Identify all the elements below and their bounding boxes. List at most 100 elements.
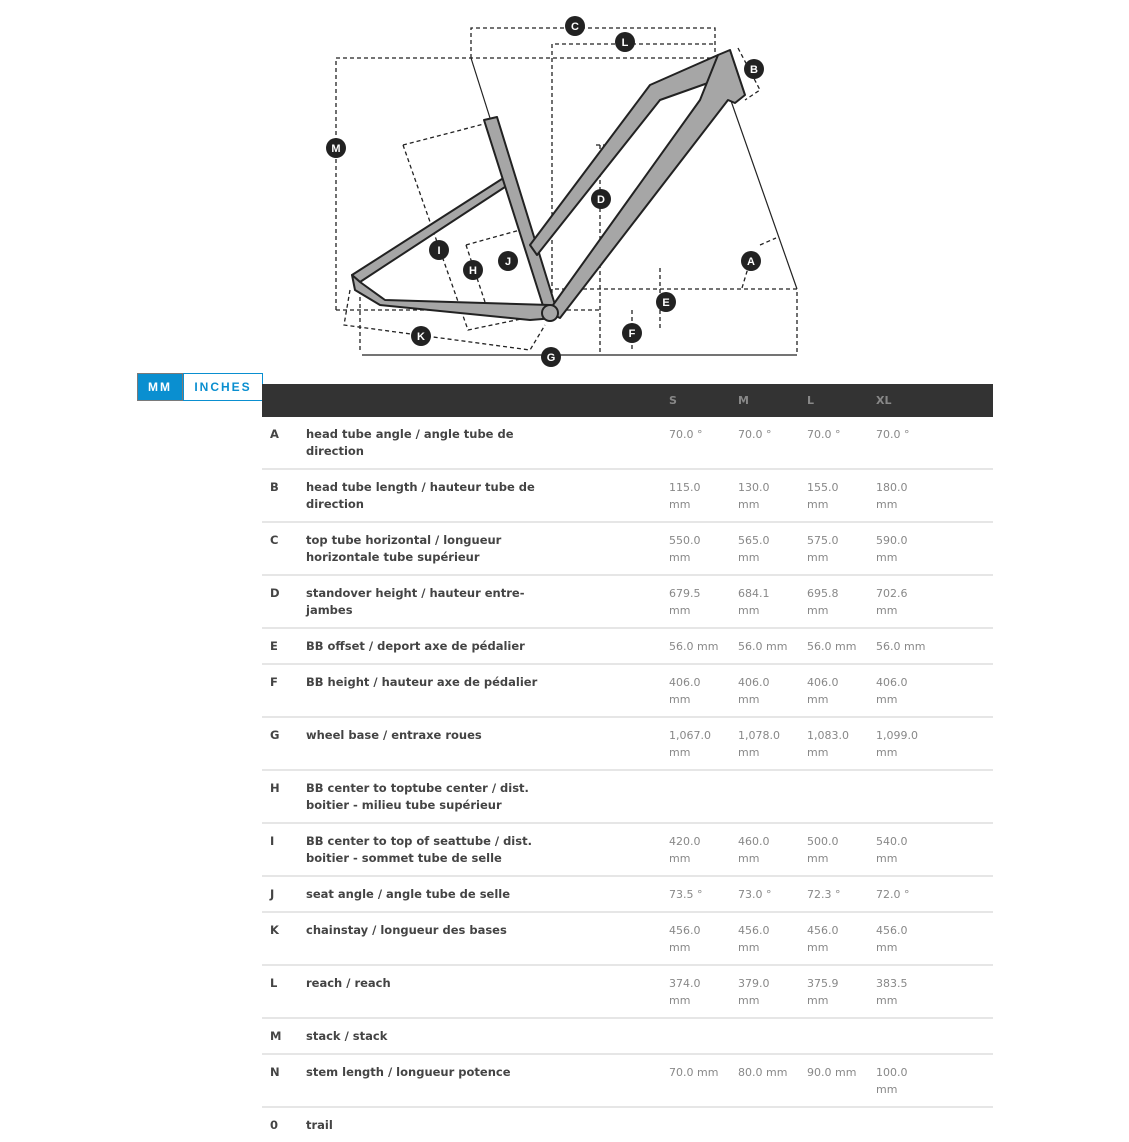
marker-f: F bbox=[622, 323, 642, 343]
row-letter: J bbox=[270, 887, 275, 901]
row-value: 550.0 mm bbox=[669, 534, 701, 564]
row-value: 702.6 mm bbox=[876, 587, 908, 617]
marker-l: L bbox=[615, 32, 635, 52]
row-value: 695.8 mm bbox=[807, 587, 839, 617]
header-size-m: M bbox=[738, 394, 749, 407]
row-label: BB height / hauteur axe de pédalier bbox=[306, 675, 538, 689]
row-value: 575.0 mm bbox=[807, 534, 839, 564]
row-value: 1,067.0 mm bbox=[669, 729, 711, 759]
row-value: 383.5 mm bbox=[876, 977, 908, 1007]
marker-d: D bbox=[591, 189, 611, 209]
row-label: top tube horizontal / longueur horizonta… bbox=[306, 533, 502, 564]
row-label: head tube length / hauteur tube de direc… bbox=[306, 480, 535, 511]
marker-j: J bbox=[498, 251, 518, 271]
row-value: 56.0 mm bbox=[669, 640, 719, 653]
row-value: 70.0 ° bbox=[807, 428, 841, 441]
row-value: 684.1 mm bbox=[738, 587, 770, 617]
row-value: 540.0 mm bbox=[876, 835, 908, 865]
row-letter: F bbox=[270, 675, 278, 689]
row-value: 456.0 mm bbox=[876, 924, 908, 954]
svg-text:D: D bbox=[597, 194, 605, 206]
svg-text:A: A bbox=[747, 256, 755, 268]
row-value: 73.0 ° bbox=[738, 888, 772, 901]
inches-button[interactable]: INCHES bbox=[183, 373, 263, 401]
row-label: trail bbox=[306, 1118, 333, 1132]
row-value: 1,083.0 mm bbox=[807, 729, 849, 759]
marker-h: H bbox=[463, 260, 483, 280]
mm-button[interactable]: MM bbox=[137, 373, 183, 401]
row-value: 456.0 mm bbox=[807, 924, 839, 954]
row-value: 379.0 mm bbox=[738, 977, 770, 1007]
row-value: 56.0 mm bbox=[807, 640, 857, 653]
row-value: 406.0 mm bbox=[807, 676, 839, 706]
row-letter: H bbox=[270, 781, 280, 795]
row-value: 80.0 mm bbox=[738, 1066, 788, 1079]
row-value: 460.0 mm bbox=[738, 835, 770, 865]
row-value: 72.3 ° bbox=[807, 888, 841, 901]
svg-text:L: L bbox=[622, 37, 629, 49]
marker-i: I bbox=[429, 240, 449, 260]
row-value: 456.0 mm bbox=[669, 924, 701, 954]
row-letter: A bbox=[270, 427, 279, 441]
row-value: 374.0 mm bbox=[669, 977, 701, 1007]
marker-e: E bbox=[656, 292, 676, 312]
row-value: 73.5 ° bbox=[669, 888, 703, 901]
row-label: BB center to top of seattube / dist. boi… bbox=[306, 834, 532, 865]
marker-m: M bbox=[326, 138, 346, 158]
header-letter bbox=[262, 384, 306, 417]
svg-text:E: E bbox=[662, 297, 669, 309]
row-label: stack / stack bbox=[306, 1029, 388, 1043]
row-value: 1,078.0 mm bbox=[738, 729, 780, 759]
row-value: 100.0 mm bbox=[876, 1066, 908, 1096]
row-value: 56.0 mm bbox=[876, 640, 926, 653]
row-label: stem length / longueur potence bbox=[306, 1065, 511, 1079]
table-row: H BB center to toptube center / dist. boi… bbox=[262, 770, 993, 823]
marker-c: C bbox=[565, 16, 585, 36]
unit-toggle: MM INCHES bbox=[137, 373, 263, 401]
row-value: 406.0 mm bbox=[669, 676, 701, 706]
svg-text:F: F bbox=[629, 328, 636, 340]
row-label: BB offset / deport axe de pédalier bbox=[306, 639, 525, 653]
svg-text:G: G bbox=[547, 352, 556, 364]
row-letter: N bbox=[270, 1065, 280, 1079]
row-label: BB center to toptube center / dist. boit… bbox=[306, 781, 529, 812]
row-letter: K bbox=[270, 923, 279, 937]
header-size-l: L bbox=[807, 394, 815, 407]
row-value: 406.0 mm bbox=[738, 676, 770, 706]
svg-text:H: H bbox=[469, 265, 477, 277]
row-letter: M bbox=[270, 1029, 282, 1043]
row-label: seat angle / angle tube de selle bbox=[306, 887, 511, 901]
header-size-xl: XL bbox=[876, 394, 892, 407]
row-value: 420.0 mm bbox=[669, 835, 701, 865]
row-label: reach / reach bbox=[306, 976, 391, 990]
marker-g: G bbox=[541, 347, 561, 367]
marker-k: K bbox=[411, 326, 431, 346]
row-label: wheel base / entraxe roues bbox=[306, 728, 482, 742]
row-value: 180.0 mm bbox=[876, 481, 908, 511]
marker-b: B bbox=[744, 59, 764, 79]
row-value: 56.0 mm bbox=[738, 640, 788, 653]
row-label: chainstay / longueur des bases bbox=[306, 923, 507, 937]
row-value: 72.0 ° bbox=[876, 888, 910, 901]
row-value: 90.0 mm bbox=[807, 1066, 857, 1079]
row-value: 115.0 mm bbox=[669, 481, 701, 511]
row-value: 679.5 mm bbox=[669, 587, 701, 617]
row-value: 456.0 mm bbox=[738, 924, 770, 954]
row-value: 70.0 ° bbox=[738, 428, 772, 441]
row-value: 155.0 mm bbox=[807, 481, 839, 511]
row-label: standover height / hauteur entre-jambes bbox=[306, 586, 525, 617]
row-value: 70.0 ° bbox=[669, 428, 703, 441]
frame-geometry-diagram: C L B M D I J H A E F K G bbox=[326, 16, 798, 367]
row-letter: G bbox=[270, 728, 280, 742]
table-header: S M L XL bbox=[262, 384, 993, 417]
